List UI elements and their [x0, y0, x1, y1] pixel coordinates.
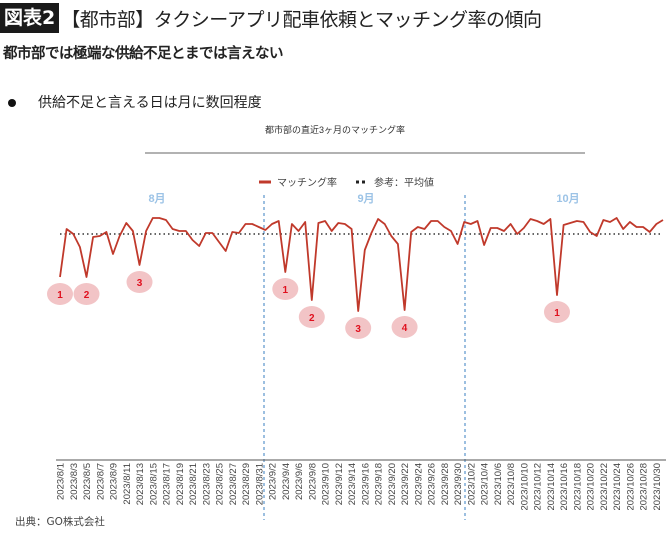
x-tick-label: 2023/9/4 — [281, 463, 292, 500]
x-tick-label: 2023/10/14 — [546, 463, 557, 511]
annotation-label: 3 — [355, 324, 361, 335]
x-tick-label: 2023/9/26 — [427, 463, 438, 505]
annotation-marker — [73, 283, 100, 305]
x-tick-label: 2023/8/3 — [69, 463, 80, 500]
annotation-label: 2 — [309, 313, 315, 324]
annotation-label: 2 — [84, 290, 90, 301]
x-tick-label: 2023/8/29 — [241, 463, 252, 505]
annotation-marker — [391, 316, 418, 338]
x-tick-label: 2023/10/24 — [612, 463, 623, 511]
x-tick-label: 2023/8/19 — [175, 463, 186, 505]
x-tick-label: 2023/10/18 — [572, 463, 583, 511]
x-tick-label: 2023/9/12 — [334, 463, 345, 505]
x-tick-label: 2023/10/4 — [480, 463, 491, 505]
x-tick-label: 2023/8/9 — [109, 463, 120, 500]
x-tick-label: 2023/9/20 — [387, 463, 398, 505]
subtitle: 都市部では極端な供給不足とまでは言えない — [3, 46, 284, 62]
annotation-marker — [47, 283, 73, 305]
x-tick-label: 2023/8/31 — [254, 463, 265, 505]
annotation-marker — [543, 301, 570, 323]
x-tick-label: 2023/10/22 — [599, 463, 610, 511]
month-label: 9月 — [357, 192, 374, 205]
x-tick-label: 2023/10/8 — [506, 463, 517, 505]
annotation-marker — [272, 278, 299, 300]
x-tick-label: 2023/9/8 — [307, 463, 318, 500]
x-tick-label: 2023/8/23 — [201, 463, 212, 505]
annotation-marker — [126, 271, 153, 293]
x-tick-label: 2023/9/30 — [453, 463, 464, 505]
annotation-marker — [345, 317, 372, 339]
annotation-label: 1 — [283, 285, 289, 296]
x-tick-label: 2023/9/16 — [360, 463, 371, 505]
x-tick-label: 2023/8/7 — [95, 463, 106, 500]
chart-title: 都市部の直近3ヶ月のマッチング率 — [265, 124, 405, 135]
annotation-marker — [298, 306, 325, 328]
month-label: 10月 — [556, 192, 579, 205]
legend-label-series: マッチング率 — [277, 176, 337, 189]
figure-badge: 図表2 — [0, 3, 60, 33]
x-tick-label: 2023/9/10 — [321, 463, 332, 505]
x-tick-label: 2023/9/2 — [268, 463, 279, 500]
x-tick-label: 2023/10/12 — [533, 463, 544, 511]
x-tick-label: 2023/9/24 — [413, 463, 424, 505]
annotation-label: 4 — [402, 323, 408, 334]
annotation-label: 1 — [554, 308, 560, 319]
month-label: 8月 — [148, 192, 165, 205]
bullet-icon — [8, 99, 16, 107]
x-tick-label: 2023/9/6 — [294, 463, 305, 500]
x-tick-label: 2023/10/20 — [586, 463, 597, 511]
figure-title: 【都市部】タクシーアプリ配車依頼とマッチング率の傾向 — [61, 8, 542, 31]
x-tick-label: 2023/8/27 — [228, 463, 239, 505]
source-note: 出典：GO株式会社 — [15, 516, 105, 528]
figure-header: 図表2 【都市部】タクシーアプリ配車依頼とマッチング率の傾向 — [0, 2, 542, 34]
x-tick-label: 2023/9/28 — [440, 463, 451, 505]
annotation-label: 1 — [57, 290, 63, 301]
x-tick-label: 2023/8/21 — [188, 463, 199, 505]
x-tick-label: 2023/10/26 — [625, 463, 636, 511]
x-tick-label: 2023/10/2 — [466, 463, 477, 505]
series-line-matching-rate — [59, 217, 664, 312]
bullet-text: 供給不足と言える日は月に数回程度 — [38, 95, 262, 111]
x-tick-label: 2023/8/15 — [148, 463, 159, 505]
x-tick-label: 2023/9/22 — [400, 463, 411, 505]
x-tick-label: 2023/8/5 — [82, 463, 93, 500]
x-tick-label: 2023/8/1 — [56, 463, 67, 500]
x-tick-label: 2023/10/10 — [519, 463, 530, 511]
x-tick-label: 2023/10/30 — [652, 463, 663, 511]
x-tick-label: 2023/10/16 — [559, 463, 570, 511]
x-tick-label: 2023/10/28 — [639, 463, 650, 511]
x-tick-label: 2023/8/17 — [162, 463, 173, 505]
bullet-point: 供給不足と言える日は月に数回程度 — [8, 92, 262, 112]
x-tick-label: 2023/10/6 — [493, 463, 504, 505]
x-tick-label: 2023/8/25 — [215, 463, 226, 505]
x-tick-label: 2023/8/13 — [135, 463, 146, 505]
x-tick-label: 2023/9/14 — [347, 463, 358, 505]
annotation-label: 3 — [137, 278, 143, 289]
x-tick-label: 2023/9/18 — [374, 463, 385, 505]
x-tick-label: 2023/8/11 — [122, 463, 133, 505]
legend-label-average: 参考：平均値 — [374, 176, 434, 189]
